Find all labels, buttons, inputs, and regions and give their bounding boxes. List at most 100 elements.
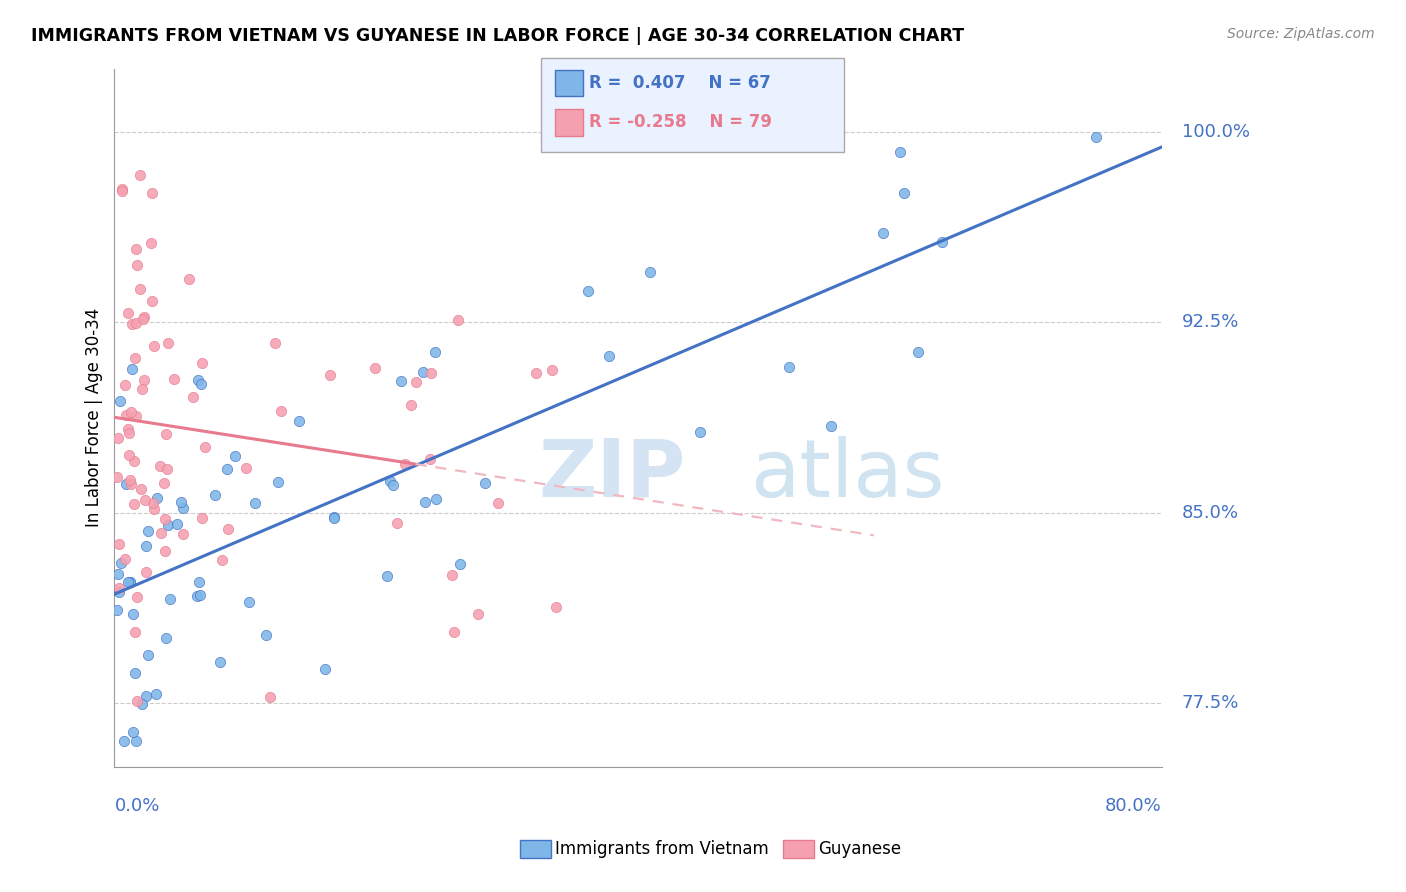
Point	[1085, 130, 1108, 145]
Point	[129, 482, 152, 496]
Point	[177, 271, 200, 285]
Point	[155, 426, 177, 441]
Point	[107, 567, 129, 582]
Point	[111, 182, 134, 196]
Point	[125, 316, 148, 330]
Point	[118, 473, 141, 487]
Point	[111, 184, 134, 198]
Point	[486, 496, 509, 510]
Text: 92.5%: 92.5%	[1181, 313, 1239, 331]
Point	[132, 312, 155, 326]
Point	[820, 418, 842, 433]
Point	[125, 694, 148, 708]
Point	[108, 394, 131, 409]
Point	[114, 551, 136, 566]
Point	[169, 495, 191, 509]
Point	[141, 294, 163, 309]
Point	[375, 569, 398, 583]
Point	[889, 145, 911, 159]
Point	[893, 186, 915, 201]
Point	[267, 475, 290, 489]
Point	[412, 365, 434, 379]
Point	[118, 574, 141, 589]
Point	[263, 336, 285, 351]
Point	[114, 409, 136, 423]
Point	[190, 377, 212, 392]
Point	[124, 625, 146, 640]
Point	[254, 627, 277, 641]
Point	[115, 477, 138, 491]
Point	[204, 488, 226, 502]
Point	[122, 607, 145, 621]
Point	[125, 734, 148, 748]
Point	[191, 356, 214, 370]
Point	[193, 440, 215, 454]
Point	[323, 510, 346, 524]
Text: R = -0.258    N = 79: R = -0.258 N = 79	[589, 113, 772, 131]
Point	[172, 500, 194, 515]
Text: 85.0%: 85.0%	[1181, 504, 1239, 522]
Point	[136, 524, 159, 538]
Point	[159, 592, 181, 607]
Point	[425, 491, 447, 506]
Point	[467, 607, 489, 622]
Point	[540, 362, 562, 376]
Point	[153, 475, 176, 490]
Point	[190, 511, 212, 525]
Point	[150, 526, 173, 541]
Point	[217, 522, 239, 536]
Point	[387, 516, 409, 531]
Point	[163, 371, 186, 385]
Point	[931, 235, 953, 249]
Point	[134, 372, 156, 386]
Point	[149, 459, 172, 474]
Point	[141, 186, 163, 201]
Point	[689, 425, 711, 439]
Point	[638, 265, 661, 279]
Point	[156, 518, 179, 533]
Text: R =  0.407    N = 67: R = 0.407 N = 67	[589, 74, 770, 92]
Text: IMMIGRANTS FROM VIETNAM VS GUYANESE IN LABOR FORCE | AGE 30-34 CORRELATION CHART: IMMIGRANTS FROM VIETNAM VS GUYANESE IN L…	[31, 27, 965, 45]
Point	[443, 624, 465, 639]
Point	[153, 512, 176, 526]
Point	[907, 344, 929, 359]
Point	[389, 374, 412, 388]
Point	[114, 378, 136, 392]
Point	[121, 317, 143, 331]
Point	[145, 687, 167, 701]
Point	[105, 469, 128, 483]
Point	[107, 431, 129, 445]
Point	[314, 662, 336, 676]
Point	[120, 405, 142, 419]
Point	[217, 462, 239, 476]
Point	[394, 457, 416, 471]
Point	[112, 734, 135, 748]
Point	[135, 689, 157, 703]
Text: ZIP: ZIP	[538, 435, 686, 514]
Point	[245, 496, 267, 510]
Point	[135, 565, 157, 579]
Point	[117, 422, 139, 436]
Point	[156, 335, 179, 350]
Point	[413, 495, 436, 509]
Point	[121, 362, 143, 376]
Point	[117, 306, 139, 320]
Point	[187, 574, 209, 589]
Point	[139, 236, 162, 251]
Point	[135, 539, 157, 553]
Point	[142, 339, 165, 353]
Point	[127, 259, 149, 273]
Point	[136, 648, 159, 662]
Point	[142, 501, 165, 516]
Point	[124, 666, 146, 681]
Point	[134, 493, 156, 508]
Point	[235, 461, 257, 475]
Point	[578, 284, 600, 298]
Point	[125, 242, 148, 256]
Point	[124, 454, 146, 468]
Point	[186, 589, 208, 603]
Text: Guyanese: Guyanese	[818, 840, 901, 858]
Point	[364, 361, 387, 376]
Point	[380, 475, 402, 489]
Point	[131, 697, 153, 711]
